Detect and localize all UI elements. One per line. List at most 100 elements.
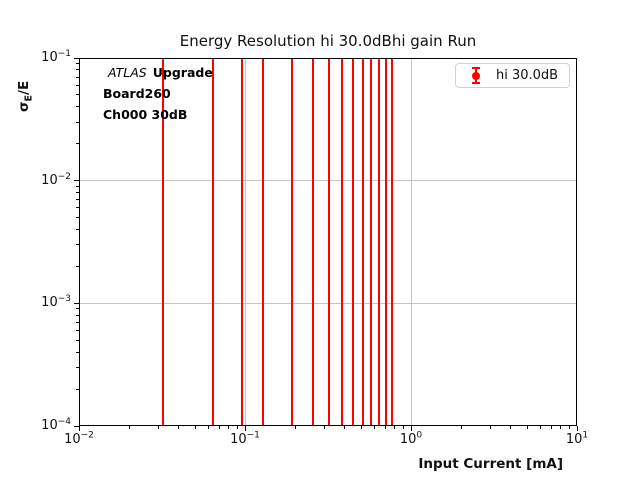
errorbar-line [291, 58, 293, 426]
y-minor-tick [76, 229, 79, 230]
tick-label-exponent: −1 [57, 48, 71, 59]
y-minor-tick [76, 265, 79, 267]
x-tick-label: 10−2 [64, 430, 94, 447]
x-minor-tick [489, 426, 491, 429]
tick-label-base: 10 [64, 432, 81, 447]
x-minor-tick [539, 426, 541, 429]
x-minor-tick [207, 426, 209, 429]
x-minor-tick [128, 426, 130, 429]
y-minor-tick [76, 63, 79, 65]
errorbar-line [370, 58, 373, 426]
y-minor-tick [76, 143, 79, 145]
errorbar-line [311, 58, 314, 426]
x-minor-tick [228, 426, 230, 429]
program-name: Upgrade [152, 65, 213, 80]
x-minor-tick [236, 426, 238, 429]
x-minor-tick [384, 426, 386, 429]
y-minor-tick [76, 217, 79, 219]
y-tick-label: 10−2 [41, 171, 71, 188]
legend-entry-label: hi 30.0dB [496, 68, 559, 83]
tick-label-base: 10 [41, 418, 58, 434]
errorbar-line [384, 58, 387, 426]
y-minor-tick [76, 94, 79, 96]
y-minor-tick [76, 244, 79, 246]
tick-label-exponent: 0 [416, 430, 423, 441]
tick-label-exponent: −4 [57, 416, 71, 427]
x-axis-label: Input Current [mA] [418, 456, 563, 472]
x-major-tick [244, 426, 246, 431]
x-gridline [244, 58, 246, 426]
x-minor-tick [360, 426, 362, 429]
tick-label-exponent: 1 [582, 430, 589, 441]
x-minor-tick [194, 426, 196, 429]
tick-label-base: 10 [41, 50, 58, 66]
errorbar-line [211, 58, 214, 426]
y-major-tick [74, 57, 79, 59]
y-label-subscript: E [23, 94, 35, 102]
y-minor-tick [76, 69, 79, 71]
x-minor-tick [373, 426, 375, 429]
errorbar-line [377, 58, 380, 426]
x-minor-tick [178, 426, 180, 429]
y-major-tick [74, 180, 79, 182]
y-minor-tick [76, 308, 79, 310]
y-axis-label: σE/E [16, 80, 35, 112]
x-tick-label: 100 [399, 430, 423, 447]
y-minor-tick [76, 76, 79, 78]
x-major-tick [576, 426, 578, 431]
x-minor-tick [402, 426, 404, 429]
y-major-tick [74, 425, 79, 427]
x-minor-tick [218, 426, 220, 429]
y-label-rest: /E [16, 80, 32, 95]
errorbar-line [261, 58, 264, 426]
annotation-line-2: Board260 [103, 86, 171, 101]
x-gridline [410, 58, 412, 426]
x-minor-tick [460, 426, 462, 429]
y-minor-tick [76, 121, 79, 123]
annotation-text: ATLAS Upgrade Board260 Ch000 30dB [103, 62, 213, 125]
x-tick-label: 101 [565, 430, 589, 447]
y-minor-tick [76, 314, 79, 316]
errorbar-line [341, 58, 343, 426]
annotation-line-3: Ch000 30dB [103, 107, 188, 122]
tick-label-exponent: −2 [57, 171, 71, 182]
x-minor-tick [526, 426, 528, 429]
y-minor-tick [76, 199, 79, 201]
chart-title: Energy Resolution hi 30.0dBhi gain Run [179, 32, 477, 50]
errorbar-line [327, 58, 330, 426]
tick-label-exponent: −2 [80, 430, 94, 441]
y-major-tick [74, 302, 79, 304]
y-minor-tick [76, 185, 79, 187]
y-minor-tick [76, 207, 79, 209]
tick-label-exponent: −1 [246, 430, 260, 441]
annotation-line-1: ATLAS Upgrade [103, 62, 213, 83]
y-tick-label: 10−4 [41, 416, 71, 434]
errorbar-line [241, 58, 244, 426]
x-minor-tick [568, 426, 570, 429]
y-minor-tick [76, 330, 79, 331]
y-minor-tick [76, 106, 79, 108]
legend: hi 30.0dB [455, 63, 570, 88]
tick-label-base: 10 [230, 432, 247, 447]
x-minor-tick [344, 426, 346, 429]
y-minor-tick [76, 84, 79, 86]
tick-label-base: 10 [565, 432, 583, 447]
errorbar-line [391, 58, 393, 426]
x-tick-label: 10−1 [230, 430, 260, 447]
errorbar-line [352, 58, 355, 426]
y-label-symbol: σ [16, 101, 32, 112]
x-minor-tick [510, 426, 512, 429]
y-minor-tick [76, 351, 79, 353]
experiment-name: ATLAS [108, 65, 147, 80]
tick-label-base: 10 [41, 172, 58, 188]
errorbar-line [361, 58, 364, 426]
y-minor-tick [76, 192, 79, 194]
x-minor-tick [157, 426, 159, 429]
y-minor-tick [76, 388, 79, 390]
y-tick-label: 10−3 [41, 295, 71, 311]
tick-label-base: 10 [41, 295, 58, 311]
tick-label-base: 10 [399, 432, 417, 447]
y-minor-tick [76, 321, 79, 323]
errorbar-line [161, 58, 164, 426]
